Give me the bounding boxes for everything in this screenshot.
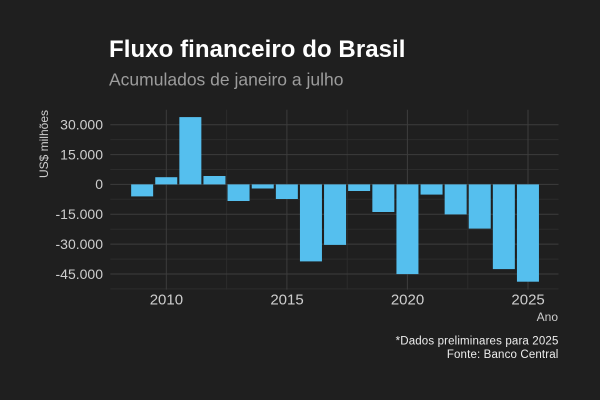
svg-text:2015: 2015: [270, 292, 303, 309]
svg-text:Fonte: Banco Central: Fonte: Banco Central: [447, 349, 559, 361]
svg-text:15.000: 15.000: [60, 146, 103, 162]
svg-text:Fluxo financeiro do Brasil: Fluxo financeiro do Brasil: [109, 36, 406, 63]
svg-text:*Dados preliminares para 2025: *Dados preliminares para 2025: [396, 335, 559, 347]
svg-text:2020: 2020: [391, 292, 424, 309]
svg-text:Acumulados de janeiro a julho: Acumulados de janeiro a julho: [109, 70, 343, 90]
svg-text:2010: 2010: [150, 292, 183, 309]
svg-text:-30.000: -30.000: [56, 236, 104, 252]
svg-text:Ano: Ano: [537, 310, 559, 324]
svg-text:0: 0: [95, 176, 103, 192]
svg-text:30.000: 30.000: [60, 117, 103, 133]
svg-text:-15.000: -15.000: [56, 206, 104, 222]
svg-text:US$ milhões: US$ milhões: [37, 110, 51, 178]
svg-text:-45.000: -45.000: [56, 266, 104, 282]
svg-text:2025: 2025: [511, 292, 544, 309]
